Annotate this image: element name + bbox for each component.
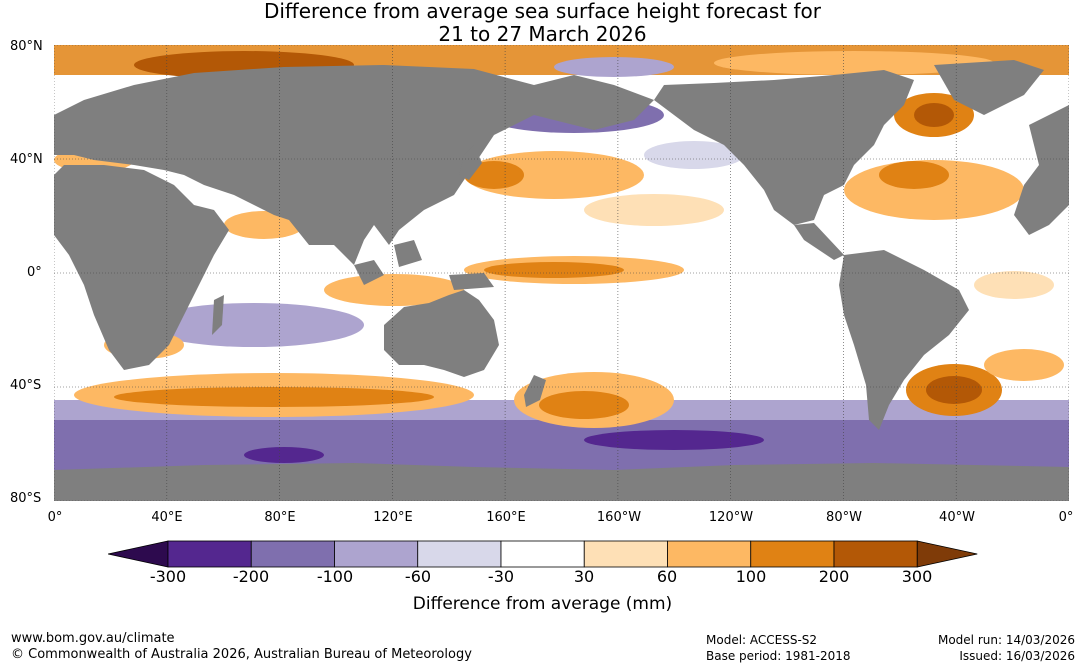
colorbar-tick: 100 (735, 567, 767, 586)
southern-ocean-anomaly (244, 447, 324, 463)
colorbar-tick: 60 (656, 567, 678, 586)
lon-label: 80°E (264, 510, 296, 525)
footer-copyright: © Commonwealth of Australia 2026, Austra… (11, 647, 472, 662)
land-masses (54, 60, 1069, 501)
north-pacific-anomaly (584, 194, 724, 226)
southern-ocean-anomaly (584, 430, 764, 450)
europe-west (1014, 105, 1069, 235)
new-zealand (524, 375, 546, 407)
map-title: Difference from average sea surface heig… (0, 0, 1085, 46)
colorbar-segment (833, 540, 918, 568)
footer-model: Model: ACCESS-S2 (706, 633, 818, 647)
sumatra (354, 260, 384, 285)
madagascar (212, 295, 224, 335)
lon-label: 0° (47, 510, 63, 525)
equatorial-pacific-anomaly (484, 262, 624, 278)
colorbar-segment (750, 540, 835, 568)
colorbar-segment (334, 540, 419, 568)
colorbar-segment (583, 540, 668, 568)
colorbar-tick: -200 (232, 567, 270, 586)
south-america (839, 250, 969, 430)
colorbar-segment (667, 540, 752, 568)
north-atlantic-anomaly (914, 103, 954, 127)
colorbar-segments (108, 540, 978, 568)
footer-website: www.bom.gov.au/climate (11, 631, 175, 646)
colorbar-tick: -30 (487, 567, 515, 586)
map-canvas (54, 45, 1069, 501)
colorbar-tick: -300 (149, 567, 187, 586)
colorbar-tick: 30 (573, 567, 595, 586)
lat-label: 40°S (10, 378, 42, 393)
lon-label: 160°E (486, 510, 526, 525)
north-atlantic-anomaly (879, 161, 949, 189)
japan (459, 145, 482, 180)
southern-midlat-anomaly (539, 391, 629, 419)
lon-label: 40°E (151, 510, 183, 525)
arctic-anomaly (554, 57, 674, 77)
colorbar-segment (500, 540, 585, 568)
lon-label: 80°W (826, 510, 862, 525)
colorbar-segment (417, 540, 502, 568)
sea-surface-height-map (54, 45, 1069, 501)
australia (384, 290, 499, 377)
lat-label: 0° (27, 265, 42, 280)
lon-label: 160°W (596, 510, 642, 525)
north-pacific-anomaly (464, 161, 524, 189)
lon-label: 120°W (708, 510, 754, 525)
south-atlantic-anomaly (974, 271, 1054, 299)
maritime-continent-anomaly (324, 274, 464, 306)
southern-midlat-anomaly (984, 349, 1064, 381)
southern-midlat-anomaly (926, 376, 982, 404)
colorbar-segment (250, 540, 335, 568)
colorbar (108, 540, 978, 568)
indian-ocean-anomaly (144, 303, 364, 347)
new-guinea (449, 273, 494, 290)
central-america (794, 223, 844, 260)
colorbar-title: Difference from average (mm) (412, 594, 673, 614)
footer-model-run: Model run: 14/03/2026 (937, 633, 1075, 647)
colorbar-tick: 300 (901, 567, 933, 586)
eurasia (54, 65, 654, 265)
lat-label: 40°N (10, 152, 43, 167)
lon-label: 120°E (373, 510, 413, 525)
colorbar-tick: 200 (818, 567, 850, 586)
africa (54, 165, 229, 370)
colorbar-segment (167, 540, 252, 568)
arctic-anomaly (714, 51, 994, 75)
footer-base-period: Base period: 1981-2018 (706, 649, 851, 663)
graticule (54, 45, 1069, 501)
colorbar-arrow-low (108, 540, 169, 568)
lon-label: 0° (1058, 510, 1074, 525)
footer-issued: Issued: 16/03/2026 (959, 649, 1075, 663)
north-america (654, 70, 914, 225)
lon-label: 40°W (939, 510, 975, 525)
colorbar-arrow-high (916, 540, 978, 568)
map-title-line2: 21 to 27 March 2026 (438, 22, 647, 46)
colorbar-tick: -60 (404, 567, 432, 586)
borneo (394, 240, 422, 267)
colorbar-tick: -100 (316, 567, 354, 586)
map-title-line1: Difference from average sea surface heig… (263, 0, 822, 23)
antarctica (54, 463, 1069, 501)
southern-midlat-anomaly (114, 387, 434, 407)
north-pacific-anomaly (644, 141, 744, 169)
lat-label: 80°S (10, 491, 42, 506)
greenland (934, 60, 1044, 115)
lat-label: 80°N (10, 39, 43, 54)
